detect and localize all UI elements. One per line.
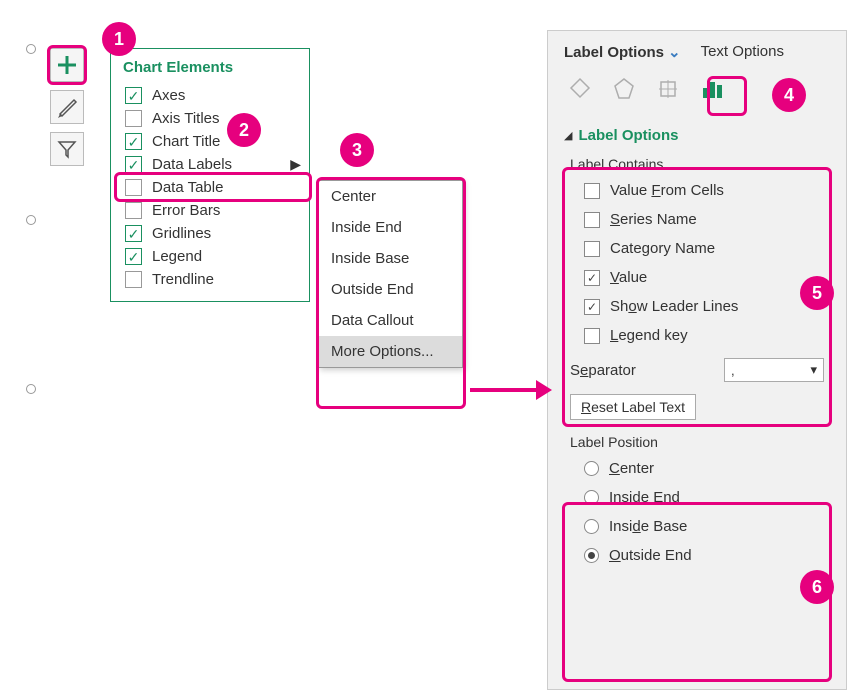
checkbox[interactable]: ✓	[125, 156, 142, 173]
flyout-item-label: Axis Titles	[152, 110, 220, 127]
plus-icon	[56, 54, 78, 76]
flyout-item[interactable]: ✓Data Labels▶	[123, 153, 297, 176]
contains-option[interactable]: Legend key	[564, 321, 830, 350]
plus-icon-button[interactable]	[50, 48, 84, 82]
checkbox[interactable]	[584, 270, 600, 286]
funnel-icon	[56, 138, 78, 160]
data-labels-submenu: CenterInside EndInside BaseOutside EndDa…	[318, 180, 463, 368]
effects-icon[interactable]	[608, 73, 640, 105]
contains-option[interactable]: Series Name	[564, 205, 830, 234]
section-title: Label Options	[578, 127, 678, 144]
checkbox[interactable]	[125, 202, 142, 219]
option-label: Inside Base	[609, 518, 687, 535]
flyout-item-label: Error Bars	[152, 202, 220, 219]
radio[interactable]	[584, 461, 599, 476]
checkbox[interactable]: ✓	[125, 133, 142, 150]
submenu-item[interactable]: More Options...	[319, 336, 462, 367]
submenu-item[interactable]: Center	[319, 181, 462, 212]
group-contains-label: Label Contains	[564, 152, 830, 176]
submenu-item[interactable]: Inside Base	[319, 243, 462, 274]
radio[interactable]	[584, 519, 599, 534]
flyout-item-label: Chart Title	[152, 133, 220, 150]
badge-5: 5	[800, 276, 834, 310]
option-label: Inside End	[609, 489, 680, 506]
flyout-item-label: Legend	[152, 248, 202, 265]
reset-label-button[interactable]: Reset Label Text	[570, 394, 696, 420]
brush-icon-button[interactable]	[50, 90, 84, 124]
option-label: Center	[609, 460, 654, 477]
chevron-right-icon: ▶	[290, 156, 301, 173]
option-label: Legend key	[610, 327, 688, 344]
option-label: Category Name	[610, 240, 715, 257]
checkbox[interactable]	[584, 299, 600, 315]
flyout-item-label: Data Labels	[152, 156, 232, 173]
option-label: Value From Cells	[610, 182, 724, 199]
group-position-label: Label Position	[564, 430, 830, 454]
flyout-item[interactable]: Axis Titles	[123, 107, 297, 130]
radio[interactable]	[584, 490, 599, 505]
brush-icon	[56, 96, 78, 118]
checkbox[interactable]	[125, 271, 142, 288]
badge-4: 4	[772, 78, 806, 112]
option-label: Value	[610, 269, 647, 286]
flyout-item[interactable]: ✓ Legend	[123, 245, 297, 268]
submenu-item[interactable]: Inside End	[319, 212, 462, 243]
chart-element-icons	[50, 48, 84, 166]
checkbox[interactable]: ✓	[125, 225, 142, 242]
radio[interactable]	[584, 548, 599, 563]
flyout-item[interactable]: Data Table	[123, 176, 297, 199]
option-label: Series Name	[610, 211, 697, 228]
badge-2: 2	[227, 113, 261, 147]
position-option[interactable]: Center	[564, 454, 830, 483]
collapse-icon[interactable]: ◢	[564, 129, 572, 142]
checkbox[interactable]	[125, 179, 142, 196]
position-option[interactable]: Inside Base	[564, 512, 830, 541]
checkbox[interactable]	[584, 328, 600, 344]
submenu-item[interactable]: Outside End	[319, 274, 462, 305]
flyout-title: Chart Elements	[123, 59, 297, 76]
tab-label-options[interactable]: Label Options⌄	[564, 43, 681, 61]
separator-label: Separator	[570, 362, 636, 379]
flyout-item[interactable]: Error Bars	[123, 199, 297, 222]
flyout-item[interactable]: Trendline	[123, 268, 297, 291]
series-options-icon[interactable]	[696, 73, 728, 105]
checkbox[interactable]: ✓	[125, 87, 142, 104]
checkbox[interactable]	[584, 183, 600, 199]
checkbox[interactable]	[125, 110, 142, 127]
flyout-item[interactable]: ✓ Chart Title	[123, 130, 297, 153]
position-option[interactable]: Outside End	[564, 541, 830, 570]
option-label: Show Leader Lines	[610, 298, 738, 315]
contains-option[interactable]: Value From Cells	[564, 176, 830, 205]
checkbox[interactable]	[584, 212, 600, 228]
badge-6: 6	[800, 570, 834, 604]
size-icon[interactable]	[652, 73, 684, 105]
filter-icon-button[interactable]	[50, 132, 84, 166]
badge-3: 3	[340, 133, 374, 167]
contains-option[interactable]: Category Name	[564, 234, 830, 263]
badge-1: 1	[102, 22, 136, 56]
fill-icon[interactable]	[564, 73, 596, 105]
position-option[interactable]: Inside End	[564, 483, 830, 512]
checkbox[interactable]	[584, 241, 600, 257]
flyout-item[interactable]: ✓ Axes	[123, 84, 297, 107]
flyout-item-label: Trendline	[152, 271, 214, 288]
separator-dropdown[interactable]: ,▾	[724, 358, 824, 382]
option-label: Outside End	[609, 547, 692, 564]
chart-elements-flyout: Chart Elements ✓ Axes Axis Titles ✓ Chart Ti…	[110, 48, 310, 302]
tab-text-options[interactable]: Text Options	[701, 43, 784, 61]
contains-option[interactable]: Value	[564, 263, 830, 292]
checkbox[interactable]: ✓	[125, 248, 142, 265]
contains-option[interactable]: Show Leader Lines	[564, 292, 830, 321]
flyout-item-label: Data Table	[152, 179, 223, 196]
flyout-item[interactable]: ✓ Gridlines	[123, 222, 297, 245]
submenu-item[interactable]: Data Callout	[319, 305, 462, 336]
flyout-item-label: Gridlines	[152, 225, 211, 242]
flyout-item-label: Axes	[152, 87, 185, 104]
